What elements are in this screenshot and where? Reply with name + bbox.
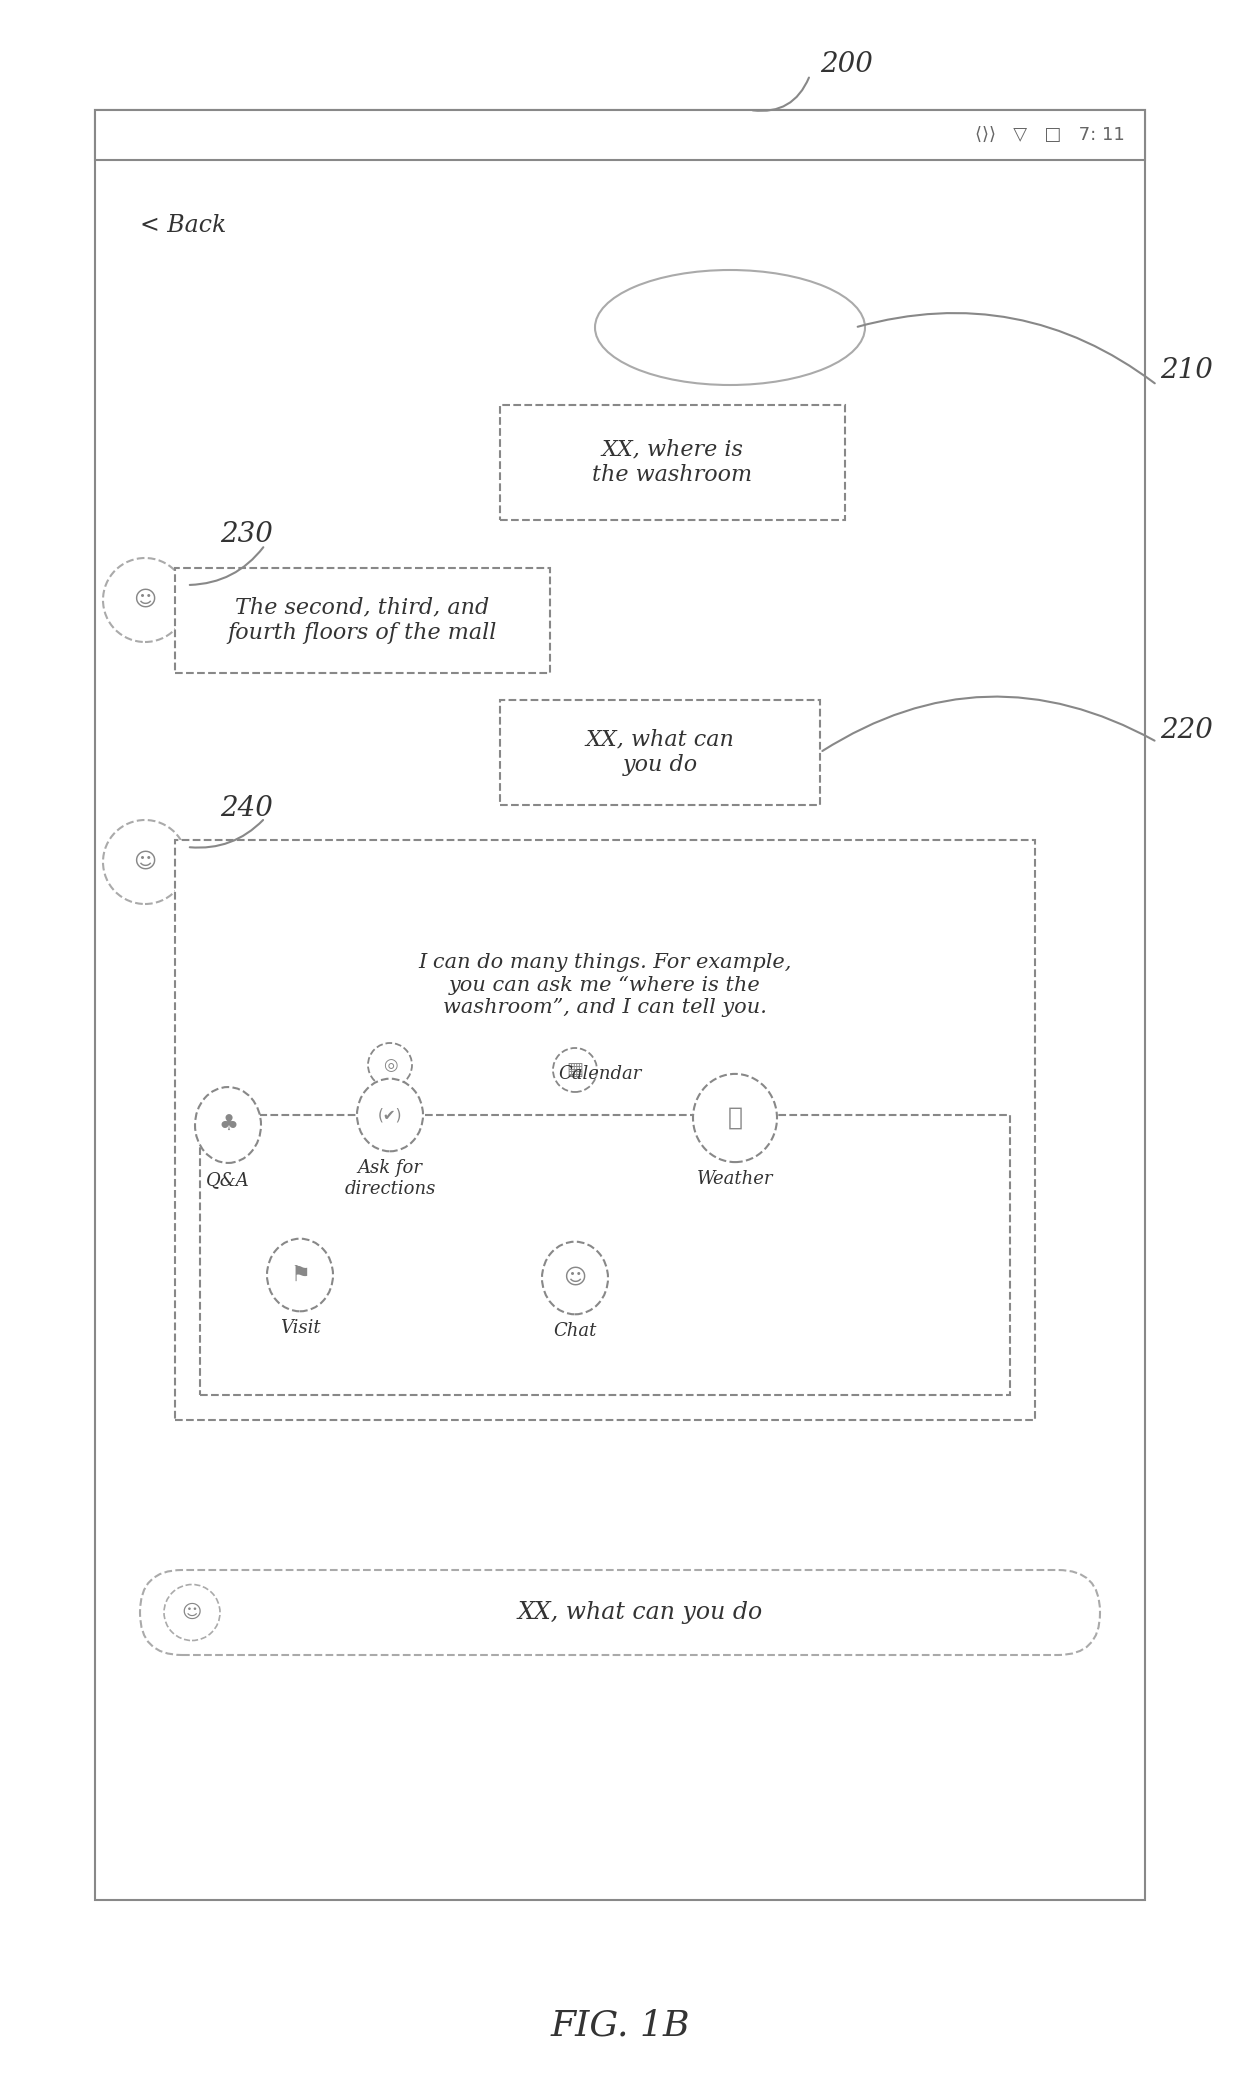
- Text: 230: 230: [219, 521, 273, 548]
- Text: ☺: ☺: [134, 851, 156, 872]
- Bar: [500, 700, 820, 805]
- Text: FIG. 1B: FIG. 1B: [551, 2010, 689, 2043]
- Text: ⚑: ⚑: [290, 1264, 310, 1285]
- Bar: [175, 569, 551, 673]
- Text: The second, third, and
fourth floors of the mall: The second, third, and fourth floors of …: [228, 596, 497, 644]
- Text: XX, what can
you do: XX, what can you do: [585, 729, 734, 776]
- Text: ⟨⟩⟩   ▽   □   7: 11: ⟨⟩⟩ ▽ □ 7: 11: [975, 127, 1125, 143]
- Ellipse shape: [553, 1048, 596, 1092]
- Text: ⛅: ⛅: [728, 1107, 743, 1129]
- Text: XX, where is
the washroom: XX, where is the washroom: [593, 438, 753, 486]
- Text: ♣: ♣: [218, 1115, 238, 1136]
- FancyBboxPatch shape: [140, 1569, 1100, 1655]
- Ellipse shape: [195, 1088, 260, 1163]
- Text: Q&A: Q&A: [206, 1171, 250, 1190]
- Text: (✔): (✔): [378, 1107, 402, 1123]
- Text: I can do many things. For example,
you can ask me “where is the
washroom”, and I: I can do many things. For example, you c…: [418, 953, 791, 1017]
- Text: < Back: < Back: [140, 214, 227, 237]
- Text: ☺: ☺: [134, 590, 156, 610]
- Text: XX, what can you do: XX, what can you do: [517, 1601, 763, 1623]
- Text: Chat: Chat: [553, 1322, 596, 1341]
- Text: ◎: ◎: [383, 1057, 397, 1073]
- Bar: [95, 110, 1145, 160]
- Text: ☺: ☺: [563, 1268, 587, 1287]
- Bar: [200, 1115, 1011, 1395]
- Circle shape: [103, 820, 187, 903]
- Text: 210: 210: [1159, 357, 1213, 384]
- Text: ▦: ▦: [567, 1061, 584, 1080]
- Ellipse shape: [693, 1073, 777, 1163]
- Text: 240: 240: [219, 795, 273, 822]
- Circle shape: [164, 1584, 219, 1640]
- Text: 220: 220: [1159, 716, 1213, 743]
- Circle shape: [103, 558, 187, 641]
- Text: Visit: Visit: [280, 1320, 320, 1337]
- Text: Ask for
directions: Ask for directions: [345, 1158, 435, 1198]
- Ellipse shape: [542, 1241, 608, 1314]
- Bar: [500, 405, 844, 519]
- FancyBboxPatch shape: [95, 110, 1145, 1900]
- Bar: [175, 841, 1035, 1420]
- Text: 200: 200: [820, 52, 873, 79]
- Text: ☺: ☺: [182, 1603, 202, 1621]
- Ellipse shape: [357, 1080, 423, 1152]
- Ellipse shape: [267, 1239, 334, 1312]
- Text: Calendar: Calendar: [558, 1065, 641, 1084]
- Text: Weather: Weather: [697, 1171, 774, 1187]
- Ellipse shape: [368, 1042, 412, 1088]
- Ellipse shape: [595, 270, 866, 384]
